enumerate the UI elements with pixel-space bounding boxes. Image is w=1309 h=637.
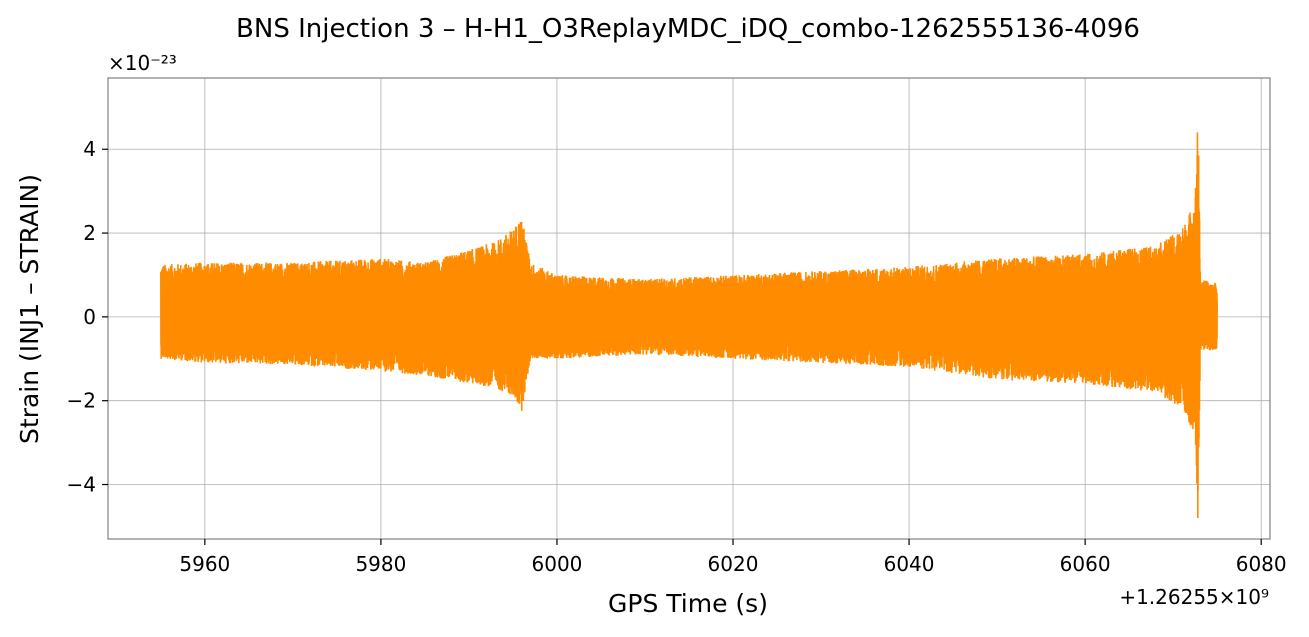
y-tick-label: −2 (67, 389, 96, 413)
x-tick-label: 6060 (1060, 552, 1111, 576)
x-tick-label: 6040 (884, 552, 935, 576)
y-tick-label: −4 (67, 473, 96, 497)
y-axis: −4 −2 0 2 4 (67, 137, 108, 497)
y-tick-label: 4 (83, 137, 96, 161)
x-tick-label: 6020 (708, 552, 759, 576)
plot-area (160, 132, 1218, 518)
x-tick-label: 5960 (179, 552, 230, 576)
y-tick-label: 0 (83, 305, 96, 329)
x-tick-label: 5980 (355, 552, 406, 576)
y-multiplier-label: ×10⁻²³ (108, 51, 177, 75)
strain-series-line (160, 132, 1218, 518)
plot-frame (107, 77, 1271, 540)
x-tick-label: 6000 (532, 552, 583, 576)
x-tick-label: 6080 (1236, 552, 1287, 576)
chart-title: BNS Injection 3 – H-H1_O3ReplayMDC_iDQ_c… (236, 14, 1140, 44)
x-axis-label: GPS Time (s) (608, 589, 768, 618)
x-axis: 5960 5980 6000 6020 6040 6060 6080 (179, 539, 1287, 576)
x-offset-label: +1.26255×10⁹ (1119, 585, 1269, 609)
y-axis-label: Strain (INJ1 – STRAIN) (15, 174, 44, 444)
y-tick-label: 2 (83, 221, 96, 245)
